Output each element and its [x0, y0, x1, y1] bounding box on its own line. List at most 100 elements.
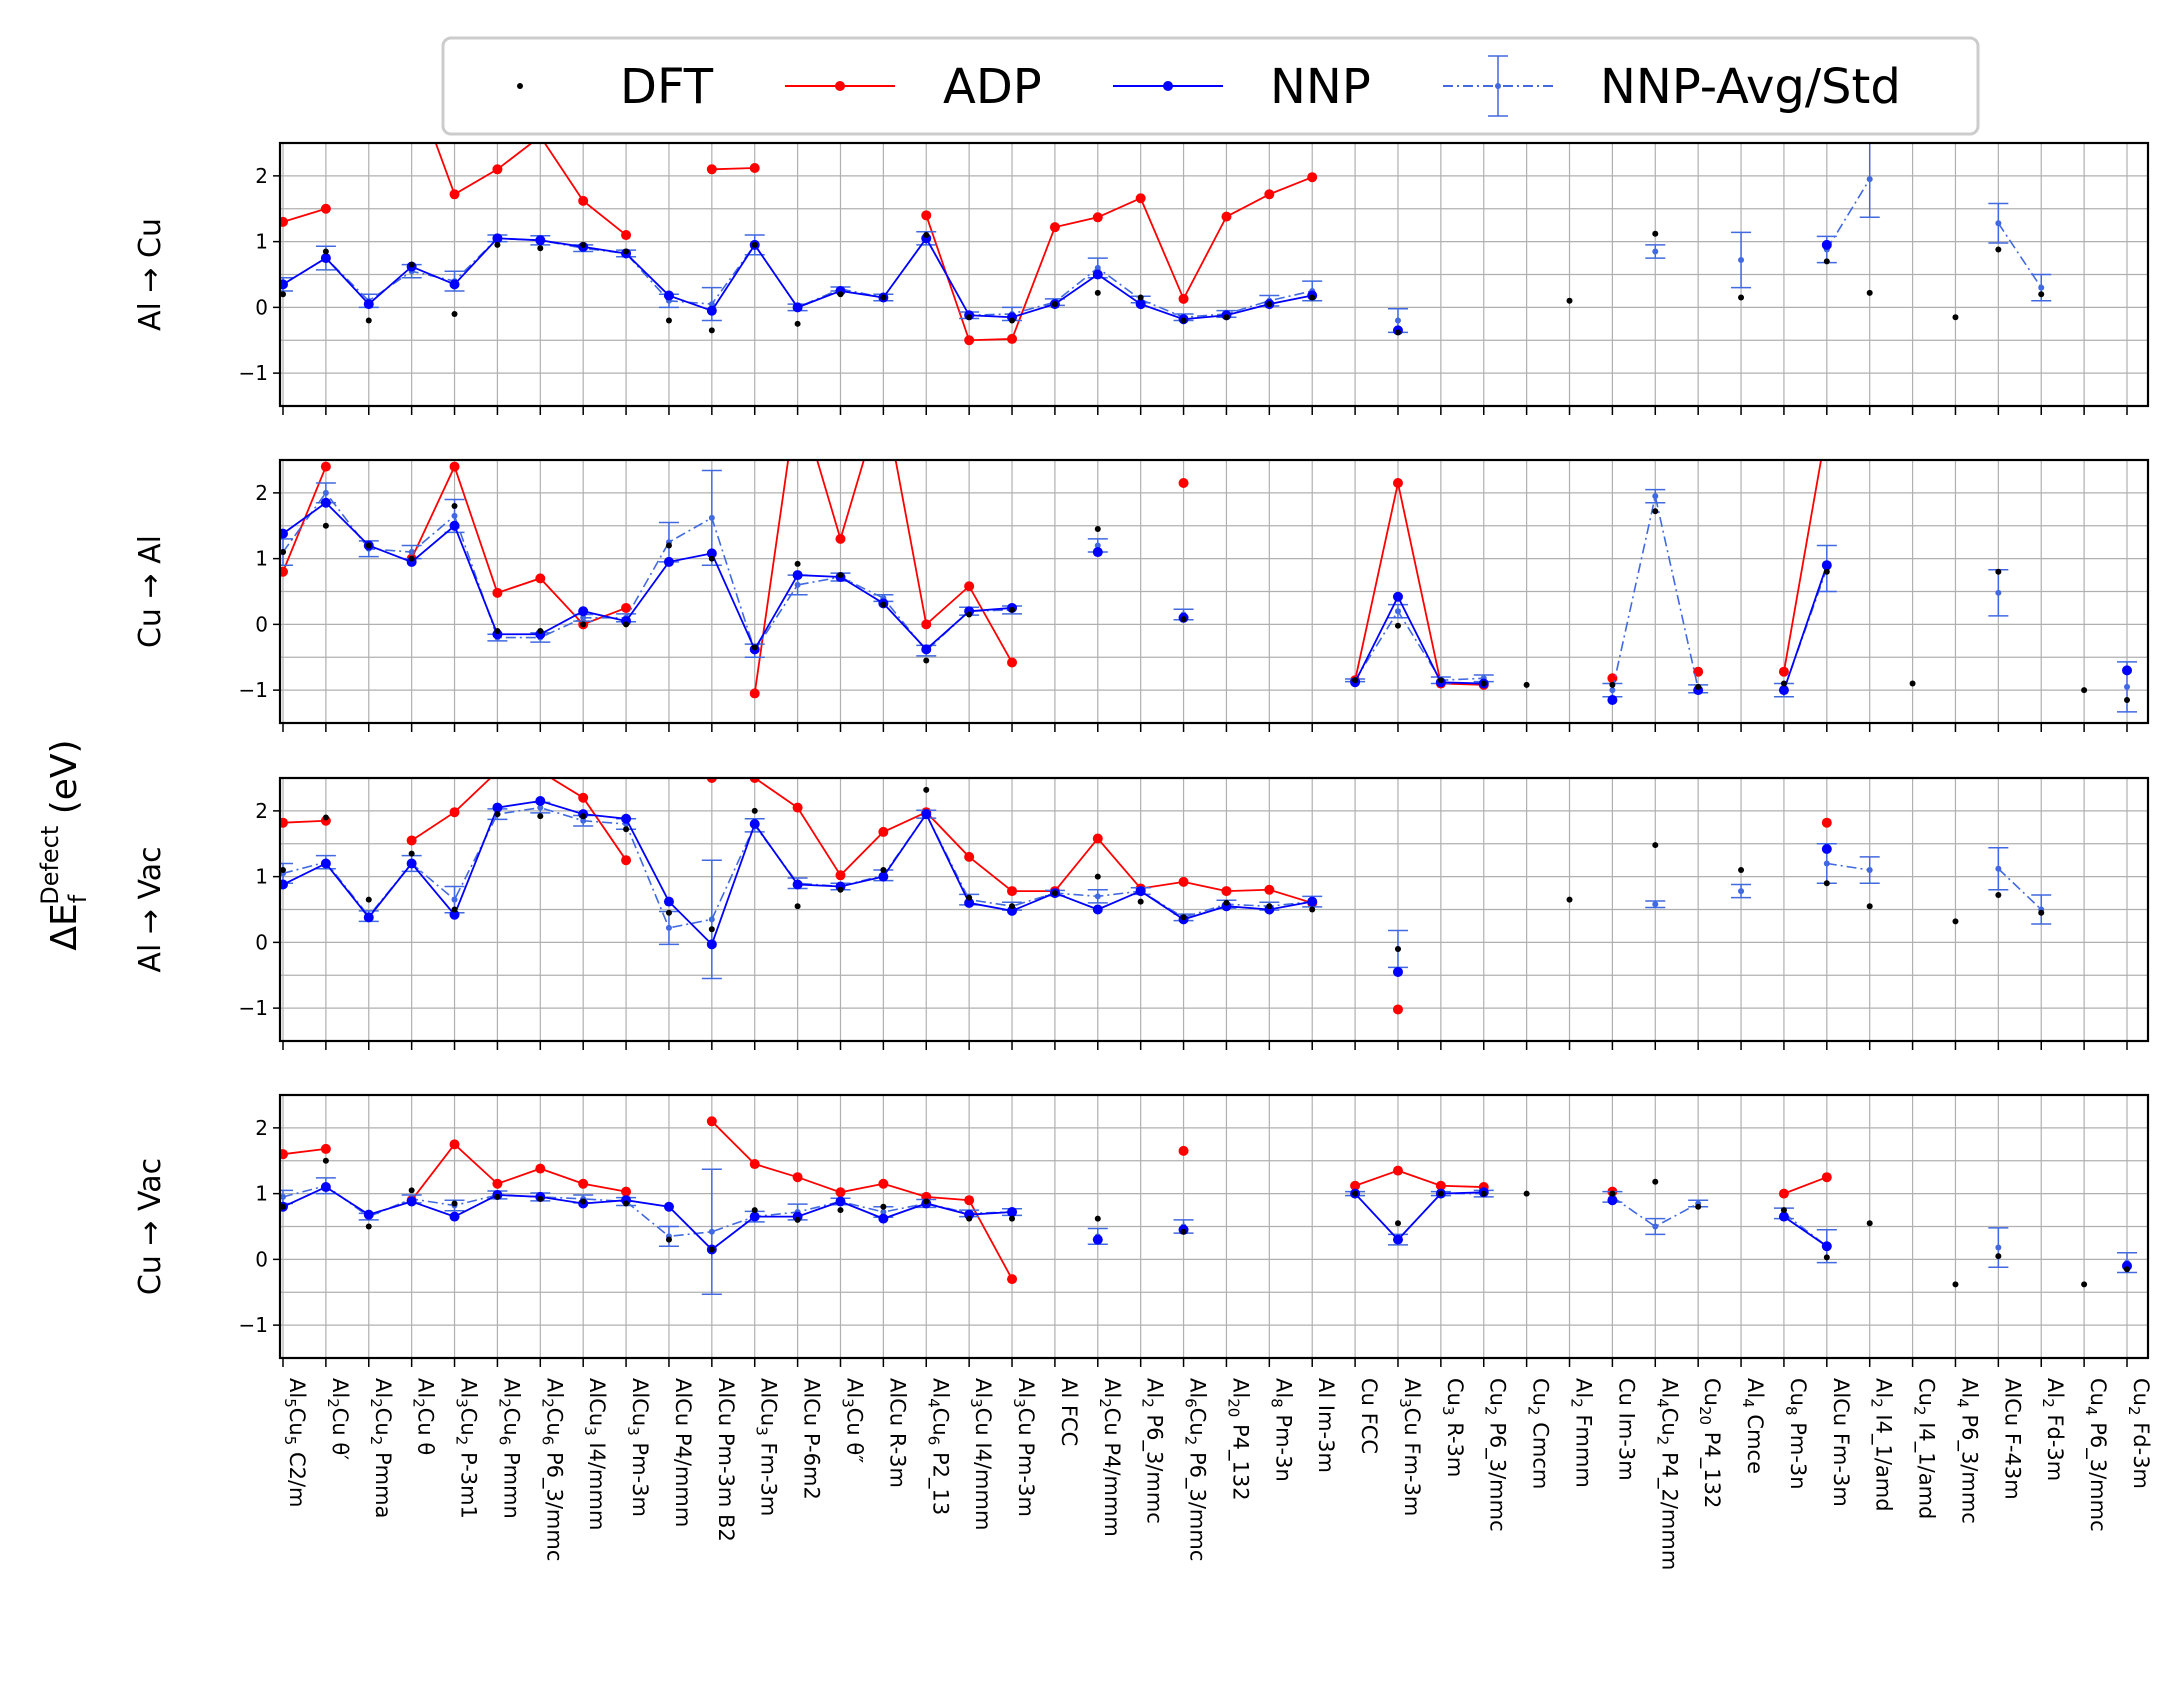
x-tick-label-part: Al — [414, 1378, 438, 1398]
nnp-point — [1607, 1195, 1618, 1206]
y-tick-label: −1 — [239, 361, 268, 385]
x-tick-label-part: Cu Im-3m — [1614, 1378, 1638, 1481]
dft-point — [1823, 568, 1830, 575]
x-tick-label-part: 20 — [1224, 1398, 1242, 1417]
x-tick-label-part: 2 — [1525, 1406, 1543, 1416]
legend-nnpavg-label: NNP-Avg/Std — [1600, 59, 1901, 115]
dft-point — [537, 245, 544, 252]
panel-0: 2 1 0 −1 Al → Cu — [133, 141, 2150, 415]
dft-point — [451, 310, 458, 317]
x-tick-label: Al3Cu Fm-3m — [1396, 1378, 1424, 1516]
adp-point — [1307, 172, 1318, 183]
nnp-point — [449, 520, 460, 531]
nnp-avg-point — [280, 1193, 286, 1200]
dft-point — [1137, 294, 1144, 301]
x-tick-label-part: Cu Pm-3m — [1014, 1408, 1038, 1517]
x-tick-label-part: 2 — [1653, 1436, 1671, 1446]
adp-point — [406, 835, 417, 846]
dft-point — [751, 644, 758, 651]
x-tick-label-part: Al — [1400, 1378, 1424, 1398]
adp-point — [320, 461, 331, 472]
x-tick-label-part: P6_3/mmc — [1956, 1408, 1981, 1524]
x-tick-label: Al2Cu θ — [410, 1378, 438, 1455]
x-tick-label-part: 4 — [1653, 1398, 1671, 1408]
nnp-point — [1821, 560, 1832, 571]
x-tick-label: Al2Cu2 Pmma — [367, 1378, 395, 1518]
x-tick-label: Cu8 Pm-3n — [1782, 1378, 1810, 1490]
x-tick-label: Al FCC — [1057, 1378, 1081, 1446]
x-tick-label: Cu Im-3m — [1614, 1378, 1638, 1481]
dft-point — [665, 909, 672, 916]
x-tick-label: Al4 P6_3/mmc — [1953, 1378, 1981, 1524]
nnp-avg-point — [708, 514, 715, 521]
dft-point — [365, 542, 372, 549]
nnp-avg-point — [537, 804, 544, 811]
nnp-avg-point — [880, 1209, 887, 1216]
x-tick-label-part: I4_1/amd — [1914, 1416, 1939, 1520]
nnp-point — [706, 548, 717, 559]
x-tick-label-part: 2 — [453, 1436, 471, 1446]
x-tick-label-part: Cmce — [1743, 1408, 1767, 1474]
x-tick-label: Al2Cu P4/mmm — [1096, 1378, 1124, 1537]
x-tick-label-part: AlCu F-43m — [2000, 1378, 2024, 1500]
x-tick-label-part: Fd-3m — [2129, 1416, 2153, 1489]
x-tick-label: AlCu3 I4/mmm — [581, 1378, 609, 1530]
x-tick-label-part: 3 — [753, 1426, 771, 1436]
x-tick-label-part: 2 — [367, 1436, 385, 1446]
x-tick-label-part: Al — [971, 1378, 995, 1398]
adp-point — [492, 587, 503, 598]
x-tick-label-part: Cu — [1186, 1408, 1210, 1436]
dft-point — [1051, 301, 1058, 308]
dft-point — [1051, 890, 1058, 897]
nnp-point — [1778, 1211, 1789, 1222]
x-tick-label-part: Cu — [928, 1408, 952, 1436]
x-tick-label-part: P6_3/mmc — [1185, 1445, 1210, 1561]
dft-point — [280, 549, 286, 556]
nnp-point — [1821, 1241, 1832, 1252]
dft-point — [708, 1246, 715, 1253]
dft-point — [880, 601, 887, 608]
dft-point — [1695, 1203, 1702, 1210]
dft-point — [1094, 289, 1101, 296]
adp-point — [706, 164, 717, 175]
dft-point — [1352, 677, 1359, 684]
x-tick-label-part: Cu — [1529, 1378, 1553, 1406]
nnp-point — [835, 1196, 846, 1207]
dft-point — [1009, 317, 1016, 324]
dft-point — [494, 241, 501, 248]
dft-point — [623, 826, 630, 833]
nnp-point — [792, 570, 803, 581]
dft-point — [794, 560, 801, 567]
x-tick-label: Al3Cu I4/mmm — [967, 1378, 995, 1530]
x-tick-label-part: Al — [2043, 1378, 2067, 1398]
panel-frame — [278, 141, 2150, 408]
dft-point — [1652, 230, 1659, 237]
dft-point — [837, 291, 844, 298]
panel-label: Al → Cu — [133, 218, 168, 331]
nnp-point — [792, 879, 803, 890]
dft-point — [1652, 842, 1659, 849]
nnp-point — [749, 1211, 760, 1222]
x-tick-label: AlCu P4/mmm — [671, 1378, 695, 1527]
x-tick-label: Al Im-3m — [1314, 1378, 1338, 1473]
adp-point — [492, 766, 502, 776]
x-tick-label: Cu FCC — [1357, 1378, 1381, 1454]
nnp-avg-point — [408, 549, 415, 556]
adp-point — [835, 1187, 846, 1198]
nnp-point — [921, 809, 932, 820]
x-tick-label: Al4 Cmce — [1739, 1378, 1767, 1474]
x-tick-label: Al20 P4_132 — [1224, 1378, 1252, 1501]
legend-dft-marker — [517, 83, 523, 89]
dft-point — [1352, 1190, 1359, 1197]
x-tick-label: Al2Cu6 Pmmn — [495, 1378, 523, 1519]
dft-point — [494, 1193, 501, 1200]
nnp-avg-point — [1738, 257, 1745, 264]
dft-point — [1094, 1215, 1101, 1222]
x-tick-label-part: AlCu Pm-3m B2 — [714, 1378, 738, 1542]
dft-point — [280, 291, 286, 298]
adp-point — [1221, 886, 1232, 897]
adp-point — [706, 778, 717, 783]
adp-point — [964, 851, 975, 862]
nnp-avg-line — [1611, 495, 1699, 691]
panel-grid — [280, 1094, 2148, 1359]
